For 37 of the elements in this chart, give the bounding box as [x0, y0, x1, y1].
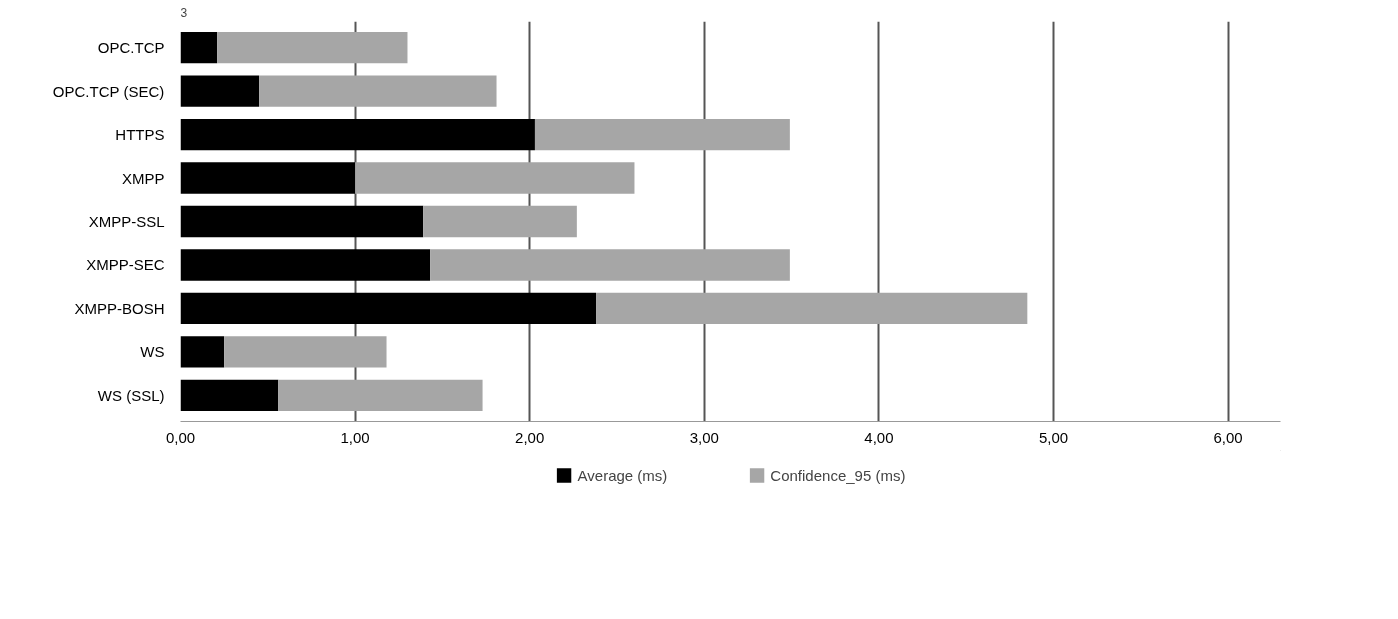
bar	[180, 75, 260, 107]
y-tick-label: OPC.TCP	[97, 39, 165, 57]
x-tick-label: 2,00	[515, 428, 545, 446]
bar	[180, 205, 424, 238]
y-tick-label: OPC.TCP (SEC)	[52, 82, 165, 100]
bar	[596, 292, 1028, 325]
x-tick-label: 3,00	[689, 428, 719, 446]
bar	[423, 205, 577, 238]
bar	[180, 379, 279, 412]
bar	[534, 118, 790, 151]
bar	[180, 118, 535, 151]
bar	[180, 31, 218, 64]
y-tick-label: XMPP-SEC	[86, 256, 165, 274]
bar	[430, 249, 790, 281]
x-tick-label: 4,00	[864, 428, 894, 446]
y-tick-label: WS (SSL)	[97, 386, 165, 404]
legend-label: Confidence_95 (ms)	[770, 466, 906, 484]
y-tick-label: XMPP-SSL	[88, 213, 165, 230]
x-tick-label: 5,00	[1038, 428, 1069, 446]
bar	[278, 379, 483, 412]
y-tick-label: XMPP-BOSH	[74, 299, 165, 317]
x-tick-label: 1,00	[340, 428, 370, 446]
bar	[259, 75, 497, 107]
x-tick-label: 0,00	[165, 428, 196, 446]
bar	[217, 31, 408, 64]
bar	[224, 336, 387, 368]
bar	[180, 292, 597, 325]
y-tick-label: XMPP	[121, 169, 165, 187]
bar	[355, 162, 635, 194]
y-tick-label: WS	[140, 343, 165, 361]
legend-label: Average (ms)	[577, 466, 668, 484]
bar	[180, 162, 356, 194]
y-tick-label: HTTPS	[115, 126, 165, 144]
x-tick-label: 6,00	[1213, 428, 1243, 446]
bar	[180, 336, 225, 368]
text: 3	[180, 5, 188, 20]
bar	[180, 249, 431, 281]
